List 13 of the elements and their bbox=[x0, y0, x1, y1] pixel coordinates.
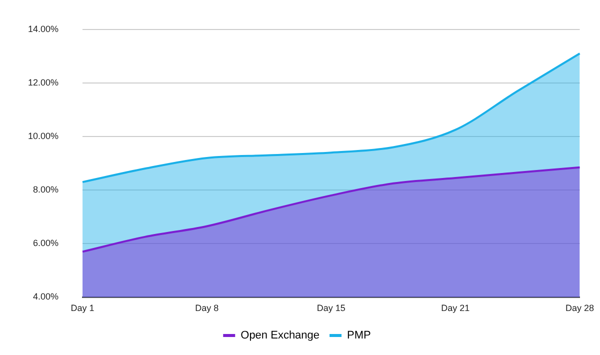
y-tick-label: 6.00% bbox=[32, 238, 59, 248]
legend-label: PMP bbox=[347, 330, 371, 342]
y-tick-label: 8.00% bbox=[32, 184, 59, 195]
x-tick-label: Day 15 bbox=[316, 303, 346, 314]
y-tick-label: 4.00% bbox=[32, 292, 59, 302]
x-tick-label: Day 8 bbox=[195, 303, 219, 314]
x-tick-label: Day 28 bbox=[565, 303, 594, 314]
y-tick-label: 14.00% bbox=[28, 24, 59, 34]
y-tick-label: 12.00% bbox=[28, 77, 59, 88]
legend-label: Open Exchange bbox=[240, 330, 320, 342]
y-tick-label: 10.00% bbox=[28, 131, 59, 142]
x-tick-label: Day 21 bbox=[441, 303, 470, 314]
x-tick-label: Day 1 bbox=[70, 303, 94, 314]
